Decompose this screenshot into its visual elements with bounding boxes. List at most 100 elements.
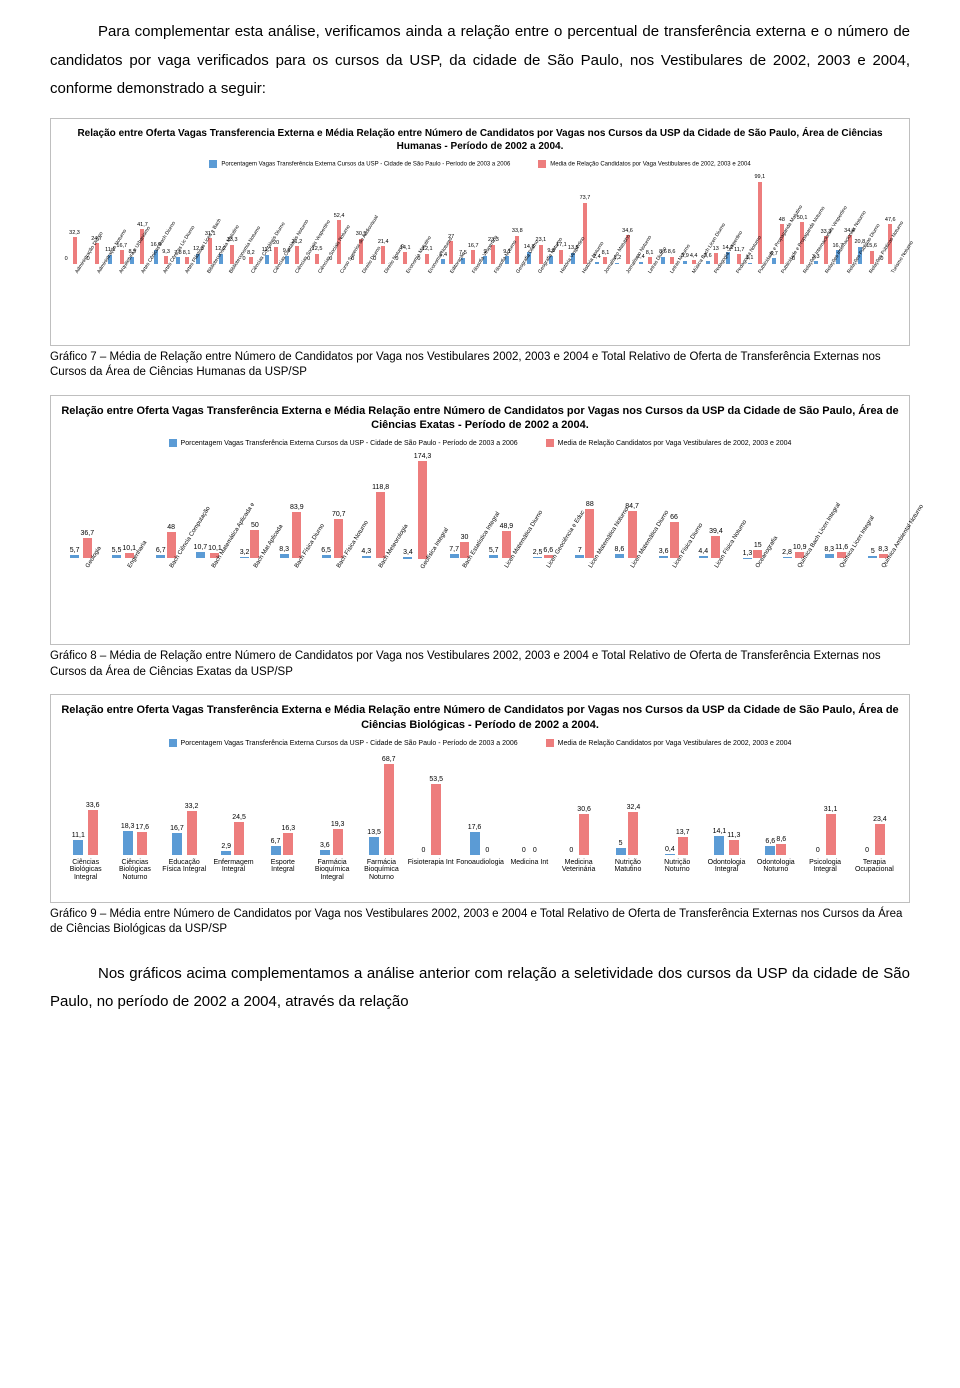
chart-8-box: Relação entre Oferta Vagas Transferência… — [50, 395, 910, 646]
bar — [711, 536, 720, 558]
bar — [875, 824, 885, 855]
bar-group: 3,666 — [659, 453, 679, 558]
bar-wrap: 13 — [713, 247, 719, 264]
x-axis-label: Educação Física Integral — [160, 859, 209, 896]
bar-value-label: 8,3 — [878, 546, 888, 553]
bar-value-label: 0 — [533, 847, 537, 854]
chart8-plot: 5,736,7Geologia5,510,1Engenharia6,748Bac… — [61, 453, 899, 638]
bar — [295, 246, 299, 264]
bar — [603, 257, 607, 264]
category: 13,568,7Farmácia Bioquímica Noturno — [357, 753, 406, 896]
bar-value-label: 30 — [461, 534, 469, 541]
bar — [628, 511, 637, 558]
bar-value-label: 8,1 — [183, 251, 191, 257]
legend-item: Porcentagem Vagas Transferência Externa … — [169, 739, 518, 747]
bar — [758, 182, 762, 264]
bar — [665, 854, 675, 855]
bar-wrap: 17,6 — [135, 824, 149, 855]
x-axis-label: Nutrição Matutino — [603, 859, 652, 896]
bar-wrap: 53,5 — [429, 776, 443, 855]
chart9-legend: Porcentagem Vagas Transferência Externa … — [61, 739, 899, 747]
bar-value-label: 11,3 — [727, 832, 740, 839]
bar-value-label: 16,7 — [170, 825, 184, 832]
chart-8-caption: Gráfico 8 – Média de Relação entre Númer… — [50, 649, 910, 680]
legend-item: Media de Relação Candidatos por Vaga Ves… — [546, 439, 792, 447]
bar-value-label: 13 — [713, 247, 719, 253]
bar-wrap: 66 — [670, 514, 679, 559]
x-axis-label: Medicina Veterinária — [554, 859, 603, 896]
bar — [369, 837, 379, 855]
bar-value-label: 21,4 — [378, 240, 389, 246]
bar-wrap: 5 — [868, 548, 877, 559]
category: 2,810,9Química Bach Licen Integral — [773, 453, 815, 638]
bar-value-label: 3,2 — [240, 549, 250, 556]
bar — [221, 851, 231, 855]
category: 17,60Fonoaudiologia — [455, 753, 504, 896]
bar-value-label: 13,5 — [367, 829, 381, 836]
bar — [533, 557, 542, 558]
bar-value-label: 8,6 — [615, 546, 625, 553]
bar-wrap: 3,4 — [403, 549, 413, 559]
bar-value-label: 17,6 — [135, 824, 149, 831]
bar-group: 788 — [575, 453, 594, 558]
bar-wrap: 50 — [250, 522, 259, 558]
legend-item: Media de Relação Candidatos por Vaga Ves… — [546, 739, 792, 747]
x-axis-label: Psicologia Integral — [800, 859, 849, 896]
bar-value-label: 30,6 — [577, 806, 591, 813]
bar-value-label: 8,3 — [279, 546, 289, 553]
bar-wrap: 68,7 — [382, 756, 396, 855]
bar-value-label: 68,7 — [382, 756, 396, 763]
bar-value-label: 6,7 — [156, 547, 166, 554]
bar-group: 2,810,9 — [782, 453, 806, 558]
bar-value-label: 32,4 — [627, 804, 641, 811]
category: 2,56,6Licen Geociência e Educ — [522, 453, 564, 638]
chart7-plot: 032,3Administração Diurno024,7Administra… — [61, 174, 899, 339]
bar-wrap: 7 — [575, 547, 584, 559]
bar-wrap: 0 — [566, 847, 576, 855]
bar-group: 2,56,6 — [533, 453, 553, 558]
bar-group: 8,684,7 — [615, 453, 639, 558]
chart8-legend: Porcentagem Vagas Transferência Externa … — [61, 439, 899, 447]
bar-wrap: 3,6 — [320, 842, 330, 855]
category: 532,4Nutrição Matutino — [603, 753, 652, 896]
bar-wrap: 6,7 — [156, 547, 166, 559]
legend-swatch — [169, 439, 177, 447]
bar — [825, 554, 834, 559]
bar — [234, 822, 244, 855]
bar-group: 58,3 — [868, 453, 888, 558]
bar — [659, 556, 668, 558]
chart8-title: Relação entre Oferta Vagas Transferência… — [61, 404, 899, 434]
bar-value-label: 52,4 — [334, 214, 345, 220]
bar-wrap: 32,4 — [627, 804, 641, 855]
outro-text: Nos gráficos acima complementamos a anál… — [50, 960, 910, 1017]
bar-value-label: 73,7 — [580, 196, 591, 202]
bar — [559, 250, 563, 264]
bar — [70, 555, 79, 558]
bar — [156, 555, 165, 559]
bar-group: 030,6 — [566, 753, 591, 855]
bar — [783, 557, 792, 559]
category: 18,317,6Ciências Biológicas Noturno — [110, 753, 159, 896]
chart9-plot: 11,133,6Ciências Biológicas Integral18,3… — [61, 753, 899, 896]
bar — [73, 237, 77, 264]
legend-swatch — [209, 160, 217, 168]
bar-value-label: 15 — [754, 542, 762, 549]
category: 0,413,7Nutrição Noturno — [653, 753, 702, 896]
bar — [376, 492, 385, 559]
bar — [172, 833, 182, 855]
x-axis-label: Turismo Noturno — [891, 272, 947, 307]
bar — [292, 512, 301, 559]
category: 3,619,3Farmácia Bioquímica Integral — [307, 753, 356, 896]
bar — [470, 832, 480, 855]
bar-value-label: 6,6 — [543, 547, 553, 554]
bar — [403, 252, 407, 264]
bar-value-label: 3,6 — [320, 842, 330, 849]
bar — [639, 262, 643, 264]
bar-group: 5,748,9 — [489, 453, 513, 558]
bar-group: 6,748 — [156, 453, 176, 558]
bar — [334, 519, 343, 559]
bar — [575, 555, 584, 559]
bar — [315, 254, 319, 264]
bar-value-label: 33,2 — [185, 803, 199, 810]
bar — [489, 555, 498, 558]
